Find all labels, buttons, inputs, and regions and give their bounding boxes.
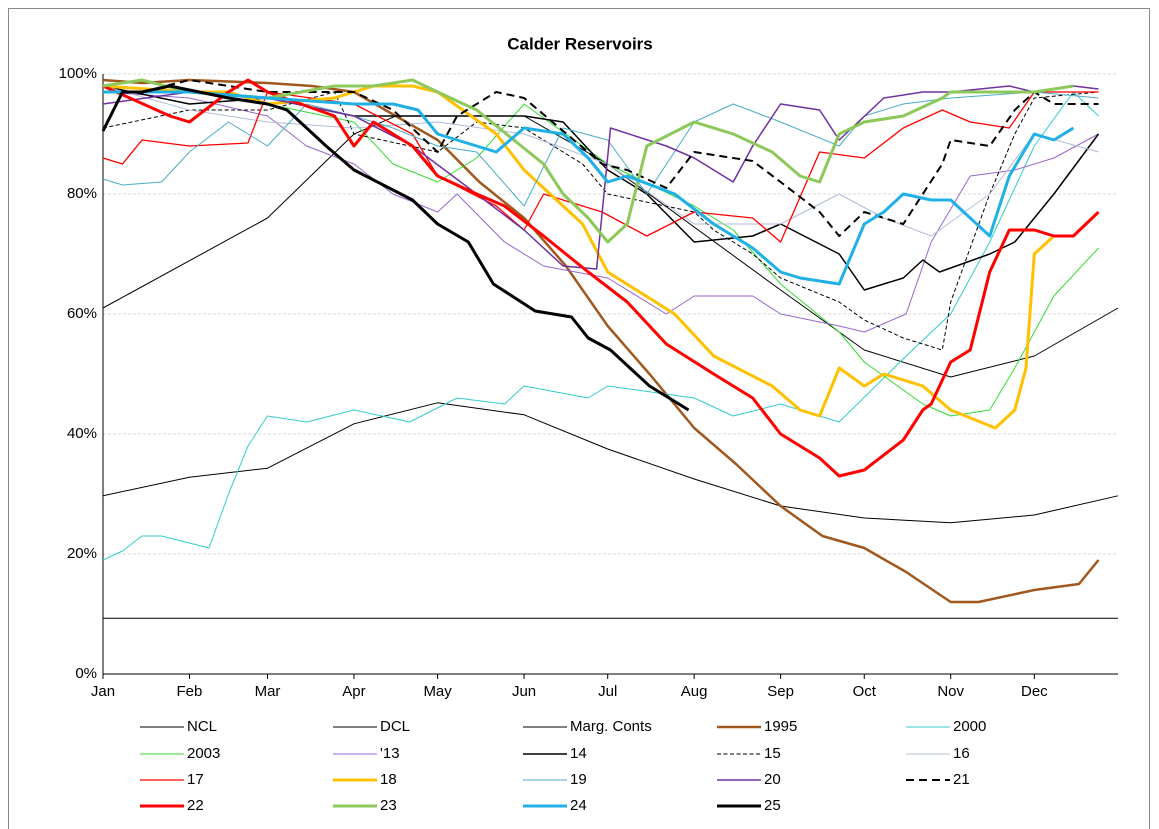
series-line [102,78,1074,244]
x-tick-label: Jan [91,683,115,700]
chart-frame [8,8,1150,829]
x-tick-label: May [423,683,452,700]
y-tick-label: 100% [59,65,97,82]
x-tick-label: Aug [681,683,708,700]
series-line [102,85,1099,417]
y-tick-label: 80% [67,185,97,202]
series-line [102,402,1119,524]
legend-label: 17 [187,771,204,788]
series-line [102,78,1100,478]
series-line [102,78,1100,604]
legend-label: NCL [187,718,217,735]
legend-label: 2000 [953,718,986,735]
x-tick-label: Apr [342,683,365,700]
y-tick-label: 60% [67,305,97,322]
legend-label: 22 [187,797,204,814]
y-tick-label: 20% [67,545,97,562]
x-tick-label: Jul [598,683,617,700]
series-line [102,85,1100,291]
y-tick-label: 0% [75,665,97,682]
series-line [102,91,1099,207]
x-tick-label: Dec [1021,683,1048,700]
legend-label: 23 [380,797,397,814]
legend-label: 14 [570,745,587,762]
series-line [101,84,690,412]
legend-label: 19 [570,771,587,788]
legend-label: 25 [764,797,781,814]
legend-label: DCL [380,718,410,735]
x-tick-label: Feb [177,683,203,700]
x-tick-label: Jun [512,683,536,700]
x-tick-label: Oct [853,683,877,700]
legend-label: 21 [953,771,970,788]
x-tick-label: Nov [937,683,964,700]
y-tick-label: 40% [67,425,97,442]
series-line [103,79,1099,237]
legend-label: 20 [764,771,781,788]
legend-label: '13 [380,745,400,762]
series-line [102,84,1055,430]
legend-label: 1995 [764,718,797,735]
legend-label: 2003 [187,745,220,762]
legend-label: Marg. Conts [570,718,652,735]
x-tick-label: Mar [255,683,281,700]
series-line [102,85,1099,237]
x-tick-label: Sep [767,683,794,700]
series-line [102,91,1099,351]
series-line [102,91,1099,561]
legend-label: 15 [764,745,781,762]
legend-label: 18 [380,771,397,788]
legend-label: 24 [570,797,587,814]
series-line [103,90,1075,286]
legend-label: 16 [953,745,970,762]
chart-title: Calder Reservoirs [507,34,653,53]
